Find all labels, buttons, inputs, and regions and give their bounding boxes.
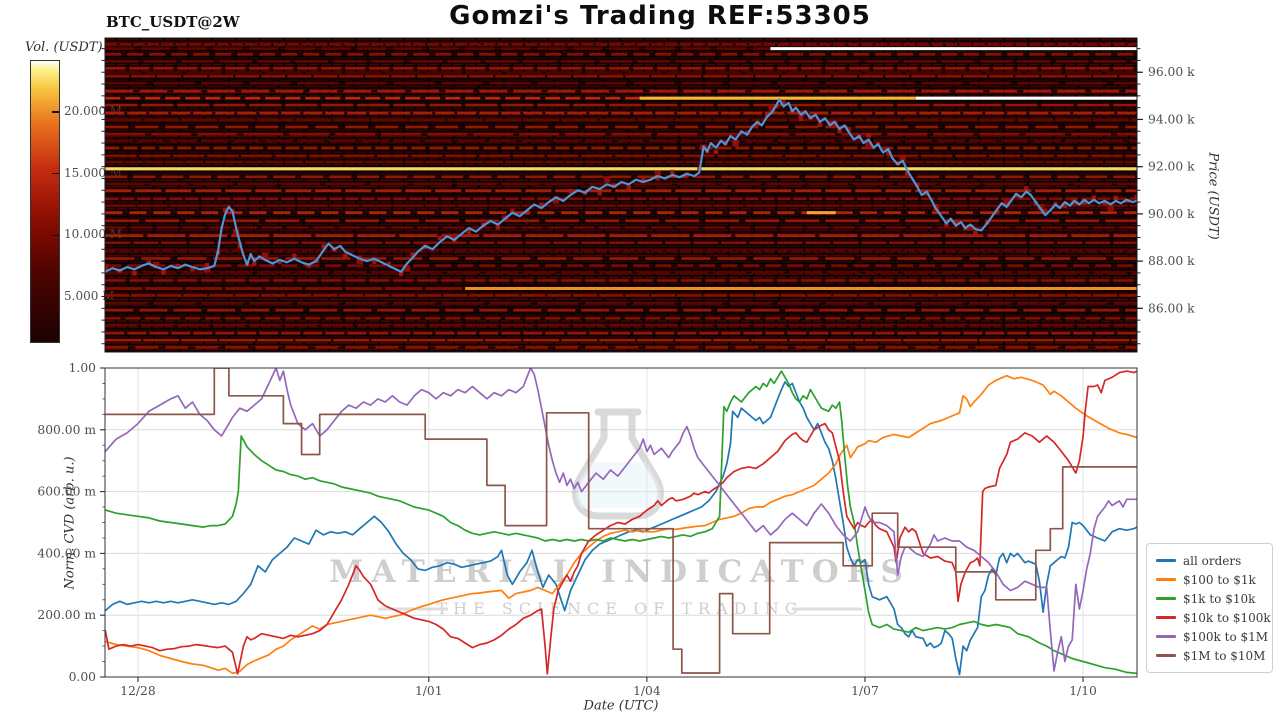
colorbar-tick xyxy=(52,111,59,113)
colorbar-label: Vol. (USDT) xyxy=(25,40,103,55)
price-tick-label: 96.00 k xyxy=(1148,65,1195,79)
colorbar-tick xyxy=(52,234,59,237)
colorbar-tick xyxy=(52,296,59,298)
legend-label: $1k to $10k xyxy=(1183,591,1256,606)
cvd-panel xyxy=(105,368,1137,677)
price-tick-label: 92.00 k xyxy=(1148,160,1195,174)
legend-item: $10k to $100k xyxy=(1156,608,1271,627)
cvd-tick-label: 800.00 m xyxy=(37,423,96,437)
price-tick-label: 86.00 k xyxy=(1148,301,1195,315)
page-title: Gomzi's Trading REF:53305 xyxy=(449,1,871,31)
date-axis-label: Date (UTC) xyxy=(583,698,659,714)
cvd-tick-label: 0.00 xyxy=(69,670,96,684)
heatmap-panel xyxy=(105,38,1137,352)
date-tick-label: 1/10 xyxy=(1069,684,1097,698)
price-tick-label: 94.00 k xyxy=(1148,112,1195,126)
cvd-axis-label: Norm. CVD (arb. u.) xyxy=(62,456,78,590)
price-tick-label: 90.00 k xyxy=(1148,207,1195,221)
price-tick-label: 88.00 k xyxy=(1148,254,1195,268)
cvd-tick-label: 1.00 xyxy=(69,361,96,375)
legend-swatch-icon xyxy=(1156,559,1176,562)
cvd-tick-label: 200.00 m xyxy=(37,608,96,622)
legend-label: $10k to $100k xyxy=(1183,610,1271,625)
legend-label: $100 to $1k xyxy=(1183,572,1256,587)
date-tick-label: 1/07 xyxy=(851,684,879,698)
legend-item: $1k to $10k xyxy=(1156,589,1263,608)
legend-swatch-icon xyxy=(1156,578,1176,581)
legend-swatch-icon xyxy=(1156,635,1176,638)
colorbar-tick-label: 15.000 M xyxy=(64,165,123,180)
legend-swatch-icon xyxy=(1156,616,1176,619)
legend-label: all orders xyxy=(1183,553,1242,568)
legend-swatch-icon xyxy=(1156,654,1176,657)
date-tick-label: 1/01 xyxy=(415,684,443,698)
volume-colorbar xyxy=(30,60,60,343)
symbol-label: BTC_USDT@2W xyxy=(106,13,240,31)
colorbar-tick-label: 10.000 M xyxy=(64,227,123,242)
legend: all orders $100 to $1k $1k to $10k $10k to … xyxy=(1146,543,1273,673)
legend-label: $1M to $10M xyxy=(1183,648,1266,663)
legend-item: $100k to $1M xyxy=(1156,627,1268,646)
price-axis-label: Price (USDT) xyxy=(1205,152,1221,240)
colorbar-tick xyxy=(52,172,59,175)
colorbar-tick-label: 5.000 M xyxy=(64,289,115,304)
legend-item: $1M to $10M xyxy=(1156,646,1266,665)
date-tick-label: 12/28 xyxy=(120,684,155,698)
legend-label: $100k to $1M xyxy=(1183,629,1269,644)
colorbar-tick-label: 20.000 M xyxy=(64,103,123,118)
legend-item: all orders xyxy=(1156,551,1263,570)
legend-item: $100 to $1k xyxy=(1156,570,1263,589)
legend-swatch-icon xyxy=(1156,597,1176,600)
date-tick-label: 1/04 xyxy=(633,684,661,698)
